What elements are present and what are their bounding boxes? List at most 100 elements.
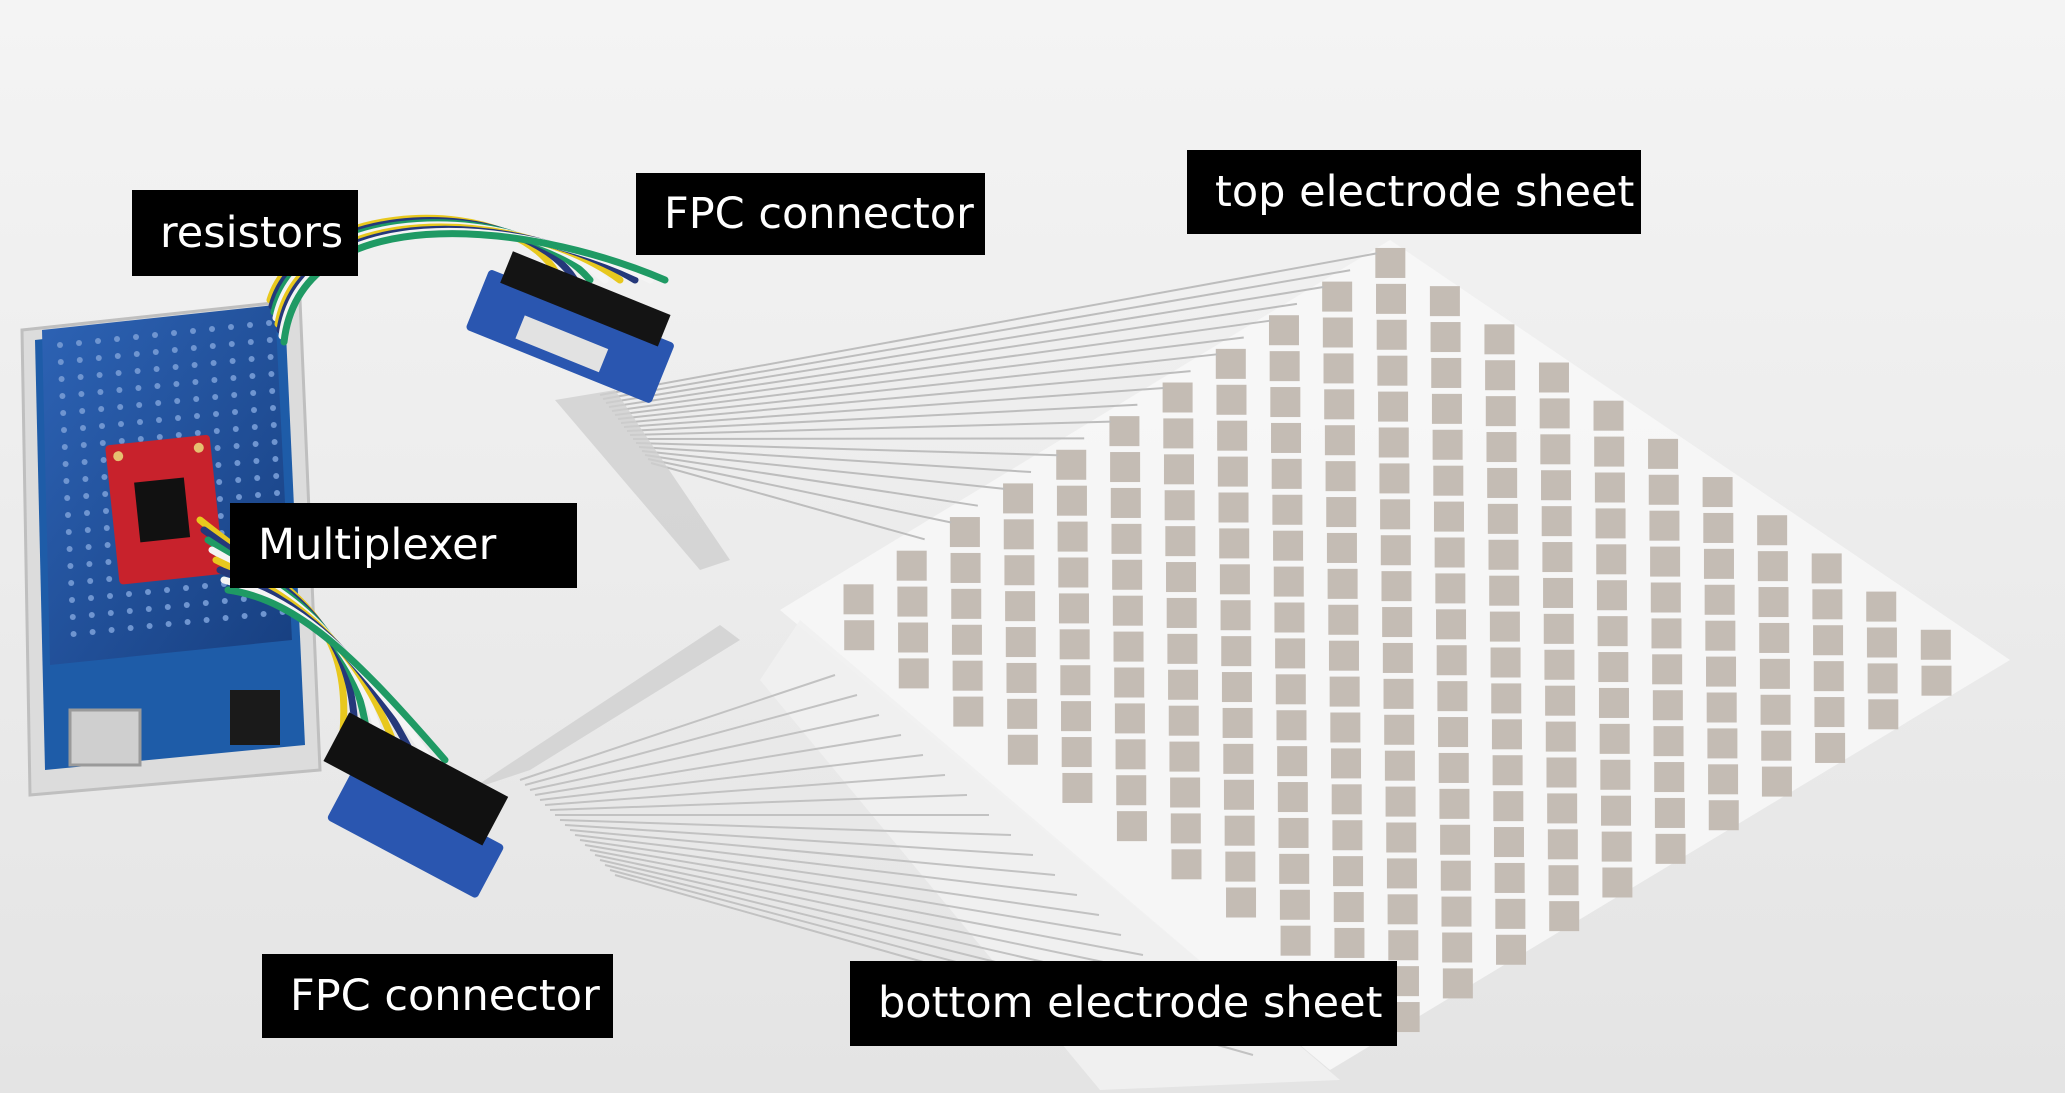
electrode-pad: [1440, 860, 1471, 891]
electrode-pad: [1652, 654, 1683, 685]
electrode-pad: [1278, 817, 1309, 848]
electrode-pad: [1375, 247, 1406, 278]
electrode-pad: [1331, 784, 1362, 815]
electrode-pad: [1708, 764, 1739, 795]
electrode-pad: [1868, 699, 1899, 730]
shield-hole: [252, 441, 259, 447]
shield-hole: [154, 383, 161, 389]
electrode-pad: [1600, 759, 1631, 790]
shield-hole: [214, 445, 221, 451]
electrode-pad: [1703, 548, 1734, 579]
electrode-pad: [1484, 324, 1515, 355]
trace-line: [644, 454, 978, 507]
electrode-pad: [1219, 528, 1250, 559]
shield-hole: [145, 606, 152, 612]
electrode-pad: [1436, 645, 1467, 676]
electrode-pad: [1546, 757, 1577, 788]
electrode-pad: [1538, 362, 1569, 393]
electrode-pad: [1705, 620, 1736, 651]
multiplexer-label: Multiplexer: [230, 503, 577, 588]
electrode-pad: [1440, 824, 1471, 855]
electrode-pad: [1059, 629, 1090, 660]
electrode-pad: [1431, 393, 1462, 424]
electrode-pad: [1493, 827, 1524, 858]
shield-hole: [241, 613, 248, 619]
electrode-pad: [1007, 734, 1038, 765]
shield-hole: [247, 339, 254, 345]
electrode-pad: [1654, 797, 1685, 828]
shield-hole: [104, 542, 111, 548]
electrode-pad: [1488, 539, 1519, 570]
shield-hole: [76, 357, 83, 363]
trace-line: [579, 839, 1100, 916]
electrode-pad: [1170, 813, 1201, 844]
shield-hole: [107, 610, 114, 616]
shield-hole: [69, 614, 76, 620]
shield-hole: [127, 625, 134, 631]
electrode-pad: [1277, 782, 1308, 813]
shield-hole: [221, 598, 228, 604]
electrode-pad: [1487, 467, 1518, 498]
electrode-pad: [1814, 697, 1845, 728]
shield-hole: [70, 631, 77, 637]
shield-hole: [222, 615, 229, 621]
shield-hole: [99, 440, 106, 446]
electrode-pad: [1487, 503, 1518, 534]
shield-hole: [269, 388, 276, 394]
shield-hole: [103, 525, 110, 531]
electrode-pad: [1168, 669, 1199, 700]
electrode-pad: [1430, 322, 1461, 353]
shield-hole: [251, 424, 258, 430]
shield-hole: [233, 443, 240, 449]
microcontroller-board: [20, 298, 322, 797]
electrode-pad: [1547, 829, 1578, 860]
electrode-pad: [1759, 658, 1790, 689]
usb-port: [68, 708, 142, 767]
electrode-pad: [1271, 458, 1302, 489]
electrode-pad: [1216, 384, 1247, 415]
shield-hole: [156, 417, 162, 423]
electrode-pad: [1811, 553, 1842, 584]
electrode-pad: [1217, 456, 1248, 487]
electrode-pad: [1168, 705, 1199, 736]
trace-line: [605, 286, 1324, 404]
electrode-pad: [1429, 286, 1460, 317]
electrode-pad: [1485, 396, 1516, 427]
electrode-pad: [1598, 687, 1629, 718]
electrode-pad: [1489, 611, 1520, 642]
electrode-pad: [1274, 602, 1305, 633]
shield-hole: [175, 432, 182, 438]
electrode-pad: [1496, 934, 1527, 965]
electrode-pad: [1495, 898, 1526, 929]
shield-hole: [164, 604, 171, 610]
electrode-pad: [1435, 573, 1466, 604]
top-fpc-breakout: [466, 251, 674, 403]
electrode-pad: [898, 658, 929, 689]
shield-hole: [96, 372, 103, 378]
electrode-pad: [1442, 968, 1473, 999]
electrode-pad: [1601, 795, 1632, 826]
electrode-pad: [1436, 609, 1467, 640]
shield-hole: [85, 544, 92, 550]
top-sheet-traces: [599, 252, 1377, 541]
electrode-pad: [1382, 607, 1413, 638]
bottom-fpc-cable: [470, 625, 740, 790]
trace-line: [647, 458, 952, 524]
shield-hole: [270, 422, 277, 428]
electrode-pad: [1331, 748, 1362, 779]
electrode-pad: [1434, 537, 1465, 568]
shield-hole: [249, 373, 256, 379]
electrode-pad: [1163, 454, 1194, 485]
electrode-pad: [1062, 772, 1093, 803]
electrode-pad: [897, 586, 928, 617]
electrode-pad: [1595, 508, 1626, 539]
shield-hole: [61, 427, 67, 433]
electrode-pad: [1325, 461, 1356, 492]
electrode-pad: [1376, 319, 1407, 350]
shield-hole: [193, 396, 200, 402]
electrode-pad: [1594, 436, 1625, 467]
trace-line: [641, 450, 1005, 490]
electrode-pad: [1758, 587, 1789, 618]
shield-hole: [213, 411, 219, 417]
